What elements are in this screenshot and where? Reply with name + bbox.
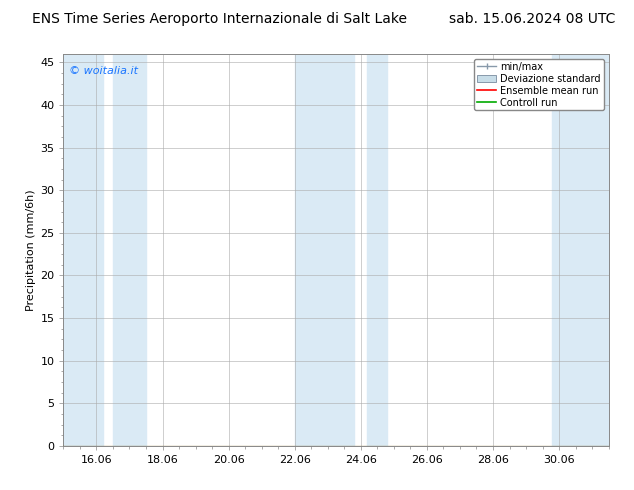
Bar (63, 54, 103, 446)
Bar (113, 54, 146, 446)
Text: ENS Time Series Aeroporto Internazionale di Salt Lake: ENS Time Series Aeroporto Internazionale… (32, 12, 406, 26)
Bar (368, 54, 387, 446)
Bar (552, 54, 609, 446)
Bar (295, 54, 354, 446)
Legend: min/max, Deviazione standard, Ensemble mean run, Controll run: min/max, Deviazione standard, Ensemble m… (474, 59, 604, 110)
Text: sab. 15.06.2024 08 UTC: sab. 15.06.2024 08 UTC (449, 12, 615, 26)
Y-axis label: Precipitation (mm/6h): Precipitation (mm/6h) (26, 189, 36, 311)
Text: © woitalia.it: © woitalia.it (69, 66, 138, 75)
